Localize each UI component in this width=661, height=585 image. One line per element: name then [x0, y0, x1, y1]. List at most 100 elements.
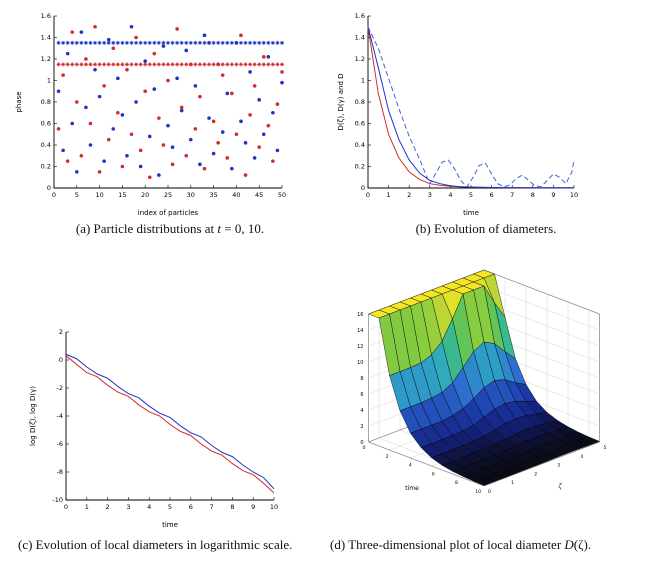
svg-text:1.4: 1.4: [41, 34, 51, 42]
svg-text:4: 4: [409, 463, 412, 469]
svg-text:index of particles: index of particles: [138, 209, 199, 217]
caption-c: (c) Evolution of local diameters in loga…: [18, 537, 293, 552]
svg-text:-10: -10: [52, 496, 63, 504]
svg-text:0: 0: [361, 184, 365, 192]
svg-text:4: 4: [580, 454, 583, 460]
svg-text:10: 10: [95, 191, 103, 199]
surface-plot-local-diameter: 0 2 4 6 8 10 12 14 16 0 2 4 6 8 10 0 1 2 3 4 5 time ζ: [324, 258, 644, 535]
svg-text:7: 7: [510, 191, 514, 199]
svg-text:3: 3: [428, 191, 432, 199]
svg-text:3: 3: [557, 463, 560, 469]
svg-text:5: 5: [469, 191, 473, 199]
caption-a: (a) Particle distributions at t = 0, 10.: [75, 221, 265, 236]
svg-text:1.4: 1.4: [355, 34, 365, 42]
svg-text:8: 8: [455, 480, 458, 486]
svg-text:ζ: ζ: [557, 483, 562, 490]
line-plot-evolution-of-diameters: 0 1 2 3 4 5 6 7 8 9 10 0 0.2 0.4 0.6 0.8 1 1.2 1.4 1.6 time D…: [334, 6, 586, 223]
svg-text:1: 1: [85, 503, 89, 511]
svg-text:4: 4: [147, 503, 151, 511]
svg-text:1: 1: [361, 77, 365, 85]
svg-text:log D(ζ), log D(γ): log D(ζ), log D(γ): [29, 386, 37, 446]
svg-text:10: 10: [357, 360, 363, 366]
svg-text:1: 1: [387, 191, 391, 199]
svg-text:2: 2: [106, 503, 110, 511]
svg-text:1: 1: [511, 480, 514, 486]
svg-text:16: 16: [357, 312, 363, 318]
svg-text:2: 2: [360, 424, 363, 430]
svg-text:-8: -8: [57, 468, 63, 476]
svg-text:D(ζ), D(γ) and D: D(ζ), D(γ) and D: [337, 73, 345, 130]
svg-text:35: 35: [209, 191, 217, 199]
svg-text:7: 7: [210, 503, 214, 511]
svg-text:0: 0: [64, 503, 68, 511]
svg-text:-2: -2: [57, 384, 63, 392]
svg-text:9: 9: [251, 503, 255, 511]
svg-text:time: time: [463, 209, 479, 217]
c-chart-svg: 0 1 2 3 4 5 6 7 8 9 10 -10 -8 -6 -4 -2 0 2 time log D(ζ), l…: [29, 328, 278, 529]
svg-text:40: 40: [232, 191, 240, 199]
svg-text:2: 2: [386, 454, 389, 460]
svg-text:0.8: 0.8: [41, 98, 51, 106]
svg-text:-6: -6: [57, 440, 63, 448]
svg-text:0: 0: [52, 191, 56, 199]
svg-text:0.2: 0.2: [41, 163, 51, 171]
svg-text:1.6: 1.6: [41, 12, 51, 20]
svg-text:1: 1: [47, 77, 51, 85]
svg-text:0.6: 0.6: [41, 120, 51, 128]
svg-text:45: 45: [255, 191, 263, 199]
svg-text:8: 8: [360, 376, 363, 382]
svg-text:10: 10: [475, 489, 481, 495]
svg-text:1.2: 1.2: [355, 55, 365, 63]
svg-text:9: 9: [551, 191, 555, 199]
svg-text:-4: -4: [57, 412, 63, 420]
svg-text:phase: phase: [15, 91, 23, 112]
svg-text:10: 10: [570, 191, 578, 199]
svg-text:0.8: 0.8: [355, 98, 365, 106]
svg-text:2: 2: [59, 328, 63, 336]
svg-text:30: 30: [187, 191, 195, 199]
svg-text:0.2: 0.2: [355, 163, 365, 171]
svg-text:0: 0: [488, 489, 491, 495]
svg-text:4: 4: [360, 408, 363, 414]
caption-d: (d) Three-dimensional plot of local diam…: [330, 537, 592, 552]
line-plot-log-diameters: 0 1 2 3 4 5 6 7 8 9 10 -10 -8 -6 -4 -2 0 2 time log D(ζ), l…: [26, 324, 288, 535]
svg-text:0: 0: [366, 191, 370, 199]
svg-text:2: 2: [407, 191, 411, 199]
svg-text:time: time: [162, 521, 178, 529]
svg-text:4: 4: [448, 191, 452, 199]
scatter-plot-particle-distributions: 0 5 10 15 20 25 30 35 40 45 50 0 0.2 0.4 0.6 0.8 1 1.2 1.4…: [12, 6, 292, 223]
svg-text:0: 0: [47, 184, 51, 192]
svg-text:25: 25: [164, 191, 172, 199]
svg-text:0: 0: [360, 440, 363, 446]
svg-text:time: time: [405, 485, 419, 492]
svg-text:0: 0: [363, 445, 366, 451]
svg-text:8: 8: [531, 191, 535, 199]
svg-text:5: 5: [168, 503, 172, 511]
svg-text:1.6: 1.6: [355, 12, 365, 20]
svg-text:0: 0: [59, 356, 63, 364]
svg-text:1.2: 1.2: [41, 55, 51, 63]
svg-text:12: 12: [357, 344, 363, 350]
svg-text:5: 5: [604, 445, 607, 451]
svg-text:6: 6: [189, 503, 193, 511]
svg-text:14: 14: [357, 328, 363, 334]
b-chart-svg: 0 1 2 3 4 5 6 7 8 9 10 0 0.2 0.4 0.6 0.8 1 1.2 1.4 1.6 time D…: [337, 12, 578, 217]
svg-text:6: 6: [432, 471, 435, 477]
a-chart-svg: 0 5 10 15 20 25 30 35 40 45 50 0 0.2 0.4 0.6 0.8 1 1.2 1.4…: [15, 12, 286, 217]
svg-text:10: 10: [270, 503, 278, 511]
svg-text:0.4: 0.4: [355, 141, 365, 149]
svg-text:3: 3: [126, 503, 130, 511]
svg-text:8: 8: [230, 503, 234, 511]
svg-text:6: 6: [360, 392, 363, 398]
svg-text:5: 5: [75, 191, 79, 199]
svg-text:2: 2: [534, 471, 537, 477]
svg-text:6: 6: [490, 191, 494, 199]
svg-text:0.6: 0.6: [355, 120, 365, 128]
svg-text:20: 20: [141, 191, 149, 199]
svg-text:15: 15: [118, 191, 126, 199]
svg-text:50: 50: [278, 191, 286, 199]
svg-text:0.4: 0.4: [41, 141, 51, 149]
caption-b: (b) Evolution of diameters.: [415, 221, 557, 236]
